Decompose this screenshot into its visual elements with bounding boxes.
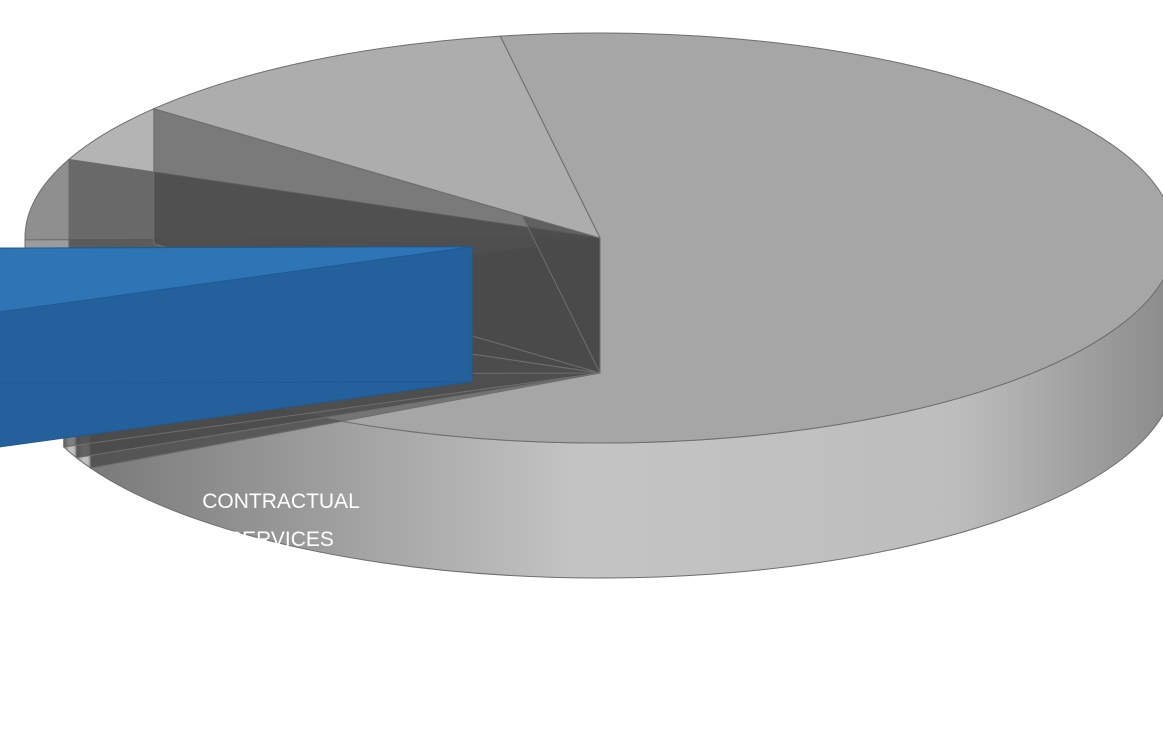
pie-slice-7 bbox=[152, 35, 601, 374]
slice-label-name-line-2: SERVICES bbox=[228, 528, 334, 551]
pie-slices bbox=[0, 32, 1163, 579]
slice-label-value: 5.74% bbox=[246, 570, 317, 598]
slice-top-face bbox=[0, 246, 473, 313]
slice-top-face bbox=[152, 35, 601, 239]
slice-labels: CONTRACTUAL SERVICES 5.74% bbox=[202, 490, 360, 598]
pie-slice-contractual-services bbox=[0, 246, 473, 448]
slice-label-name-line-1: CONTRACTUAL bbox=[202, 490, 360, 513]
